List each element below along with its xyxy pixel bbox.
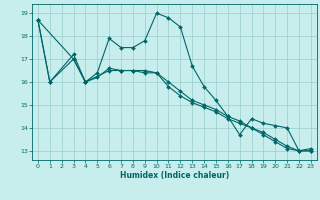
- X-axis label: Humidex (Indice chaleur): Humidex (Indice chaleur): [120, 171, 229, 180]
